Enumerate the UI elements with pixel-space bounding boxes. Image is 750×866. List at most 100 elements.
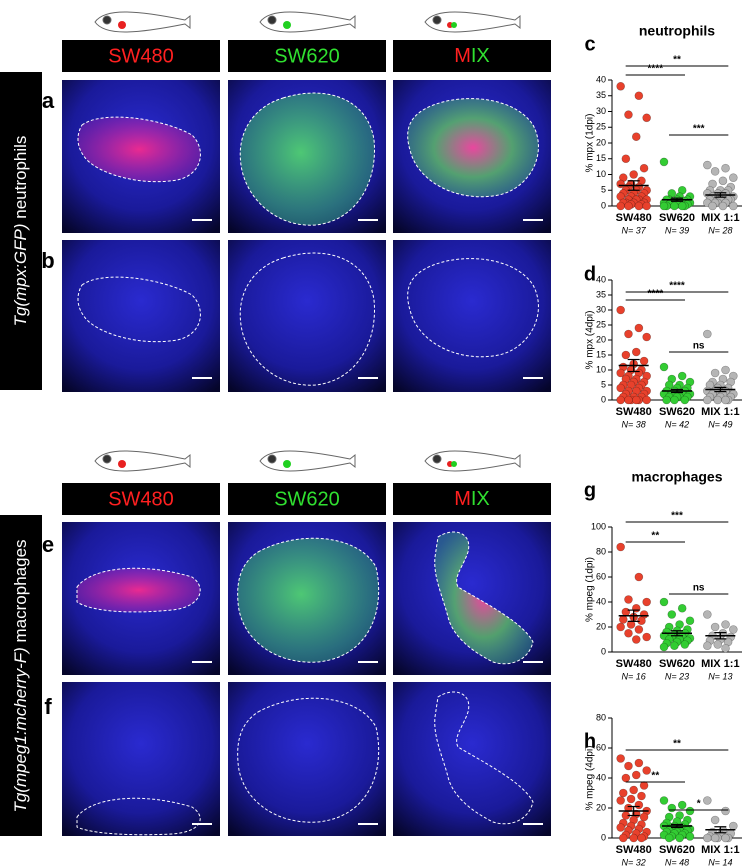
- data-point: [721, 365, 730, 375]
- data-point: [642, 395, 651, 405]
- data-point: [718, 176, 728, 186]
- y-tick-label: 0: [601, 832, 606, 842]
- data-point: [662, 395, 671, 405]
- data-point: [670, 641, 679, 651]
- y-tick-label: 5: [601, 185, 606, 195]
- n-label: N= 32: [622, 857, 646, 866]
- data-point: [624, 628, 633, 638]
- data-point: [721, 833, 730, 843]
- y-tick-label: 40: [596, 74, 606, 84]
- data-point: [631, 347, 641, 357]
- data-point: [631, 132, 641, 141]
- data-point: [721, 620, 730, 629]
- x-tick-label: MIX 1:1: [701, 212, 740, 224]
- significance-label: **: [651, 771, 659, 782]
- header-bg: [228, 40, 386, 72]
- data-point: [710, 815, 720, 825]
- data-point: [634, 572, 644, 582]
- data-point: [675, 833, 684, 843]
- data-point: [703, 796, 712, 805]
- chart-title: macrophages: [631, 469, 722, 485]
- data-point: [729, 625, 738, 634]
- y-tick-label: 80: [596, 546, 606, 556]
- y-tick-label: 0: [601, 200, 606, 210]
- data-point: [680, 640, 690, 649]
- data-point: [642, 632, 651, 642]
- data-point: [629, 833, 638, 843]
- panel-letter: h: [584, 730, 596, 752]
- data-point: [639, 781, 649, 790]
- x-tick-label: MIX 1:1: [701, 844, 740, 856]
- data-point: [670, 395, 679, 405]
- data-point: [621, 773, 631, 783]
- data-point: [624, 201, 633, 211]
- panel-letter: g: [584, 479, 596, 501]
- data-point: [634, 625, 644, 634]
- data-point: [667, 610, 677, 619]
- x-tick-label: MIX 1:1: [701, 406, 740, 418]
- data-point: [680, 395, 690, 405]
- header-bg: [393, 483, 551, 515]
- n-label: N= 13: [708, 671, 732, 681]
- mix-m: M: [454, 488, 471, 510]
- significance-label: **: [673, 55, 681, 66]
- y-tick-label: 60: [596, 742, 606, 752]
- data-point: [626, 794, 636, 804]
- data-point: [621, 154, 631, 164]
- n-label: N= 37: [622, 225, 647, 235]
- n-label: N= 14: [708, 857, 732, 866]
- panel-letter: a: [42, 88, 55, 113]
- row-label-italic: Tg(mpeg1:mcherry-F): [11, 647, 30, 812]
- mix-ix: IX: [471, 488, 490, 510]
- data-point: [616, 368, 625, 378]
- data-point: [685, 616, 695, 626]
- n-label: N= 38: [622, 419, 646, 429]
- data-point: [642, 201, 651, 211]
- y-tick-label: 5: [601, 379, 606, 389]
- x-tick-label: SW480: [616, 212, 652, 224]
- data-point: [626, 620, 636, 629]
- data-point: [624, 329, 633, 339]
- data-point: [621, 607, 631, 617]
- x-tick-label: SW620: [659, 844, 695, 856]
- data-point: [639, 812, 649, 822]
- n-label: N= 28: [708, 225, 732, 235]
- data-point: [642, 113, 651, 123]
- significance-label: *: [697, 799, 701, 810]
- data-point: [616, 754, 625, 763]
- header-bg: [62, 483, 220, 515]
- data-point: [710, 167, 720, 176]
- header-bg: [393, 40, 551, 72]
- data-point: [729, 821, 738, 831]
- data-point: [634, 758, 644, 768]
- significance-label: ***: [693, 124, 705, 135]
- x-tick-label: SW620: [659, 212, 695, 224]
- data-point: [659, 362, 669, 372]
- column-header: MIX: [454, 488, 490, 510]
- data-point: [616, 383, 625, 393]
- data-point: [616, 395, 625, 405]
- data-point: [710, 622, 720, 632]
- data-point: [664, 833, 674, 843]
- row-label: Tg(mpeg1:mcherry-F) macrophages: [11, 539, 30, 812]
- data-point: [642, 766, 651, 775]
- data-point: [621, 350, 631, 360]
- data-point: [618, 833, 628, 843]
- data-point: [629, 170, 638, 179]
- data-point: [703, 833, 712, 843]
- data-point: [631, 395, 641, 405]
- y-tick-label: 40: [596, 596, 606, 606]
- side-bar: [0, 72, 42, 390]
- significance-label: ****: [669, 281, 685, 292]
- fish-icons: [94, 11, 521, 472]
- data-point: [708, 201, 717, 211]
- data-point: [637, 616, 646, 626]
- data-point: [703, 610, 712, 619]
- panel-letter: c: [584, 33, 595, 55]
- y-tick-label: 60: [596, 571, 606, 581]
- row-label-italic: Tg(mpx:GFP): [11, 223, 30, 326]
- data-point: [659, 796, 669, 805]
- x-tick-label: SW480: [616, 658, 652, 670]
- header-bg: [62, 40, 220, 72]
- data-point: [631, 770, 641, 780]
